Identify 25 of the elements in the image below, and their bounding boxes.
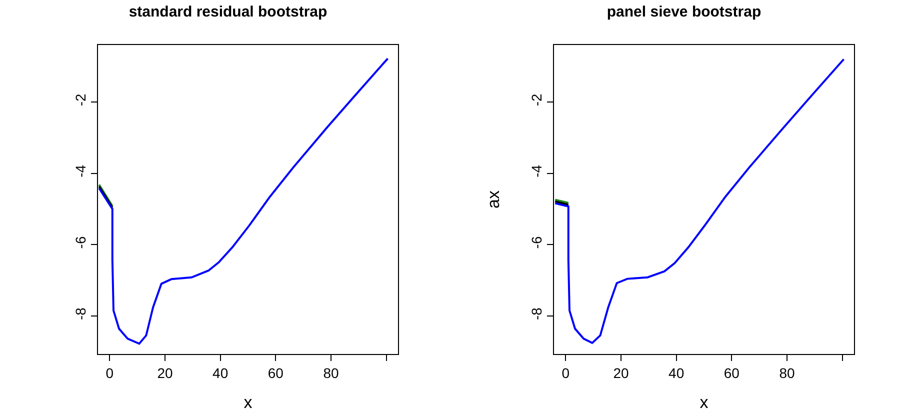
x-axis-title: x — [244, 393, 253, 412]
y-tick-label: -4 — [72, 164, 88, 178]
y-tick-label: -6 — [528, 236, 544, 249]
x-axis-title: x — [700, 393, 709, 412]
y-tick-label: -2 — [72, 93, 88, 106]
x-tick-label: 40 — [212, 364, 228, 381]
x-tick-label: 40 — [668, 364, 684, 381]
x-tick-label: 20 — [157, 364, 173, 381]
x-tick-label: 0 — [106, 364, 114, 381]
x-tick-label: 80 — [779, 364, 796, 381]
x-tick-label: 20 — [613, 364, 629, 381]
x-tick-label: 80 — [323, 364, 340, 381]
line-series — [98, 58, 389, 345]
chart-title: standard residual bootstrap — [128, 4, 328, 21]
y-tick-label: -8 — [72, 307, 88, 320]
x-tick-label: 0 — [562, 364, 570, 381]
y-tick-label: -6 — [72, 236, 88, 249]
y-axis-title: ax — [484, 190, 503, 208]
x-tick-label: 60 — [268, 364, 284, 381]
x-tick-label: 60 — [724, 364, 740, 381]
line-series — [554, 58, 845, 344]
y-tick-label: -8 — [528, 307, 544, 320]
y-tick-label: -2 — [528, 93, 544, 106]
chart-title: panel sieve bootstrap — [606, 4, 762, 21]
y-tick-label: -4 — [528, 164, 544, 178]
